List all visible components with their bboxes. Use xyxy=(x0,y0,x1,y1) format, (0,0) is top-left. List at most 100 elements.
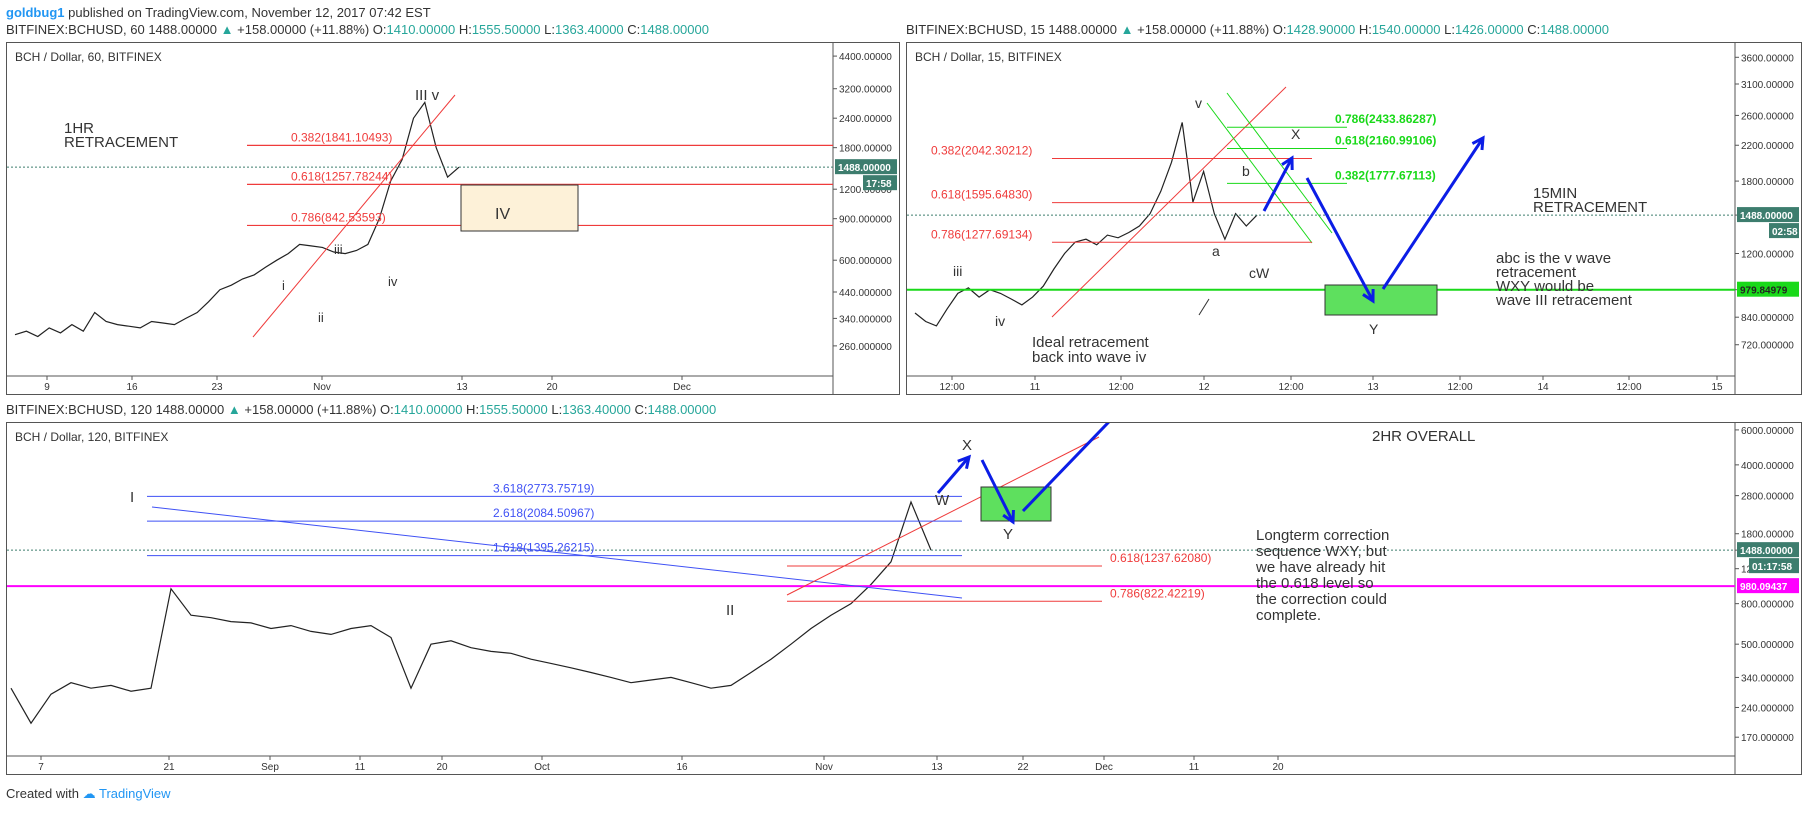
green-channel xyxy=(1226,92,1333,234)
fib-label: 0.786(2433.86287) xyxy=(1335,112,1436,126)
y-tick-label: 240.000000 xyxy=(1741,703,1794,714)
wave-label: ii xyxy=(318,310,324,325)
last-price-badge-bg xyxy=(1737,207,1799,223)
symbol: BITFINEX:BCHUSD, 15 xyxy=(906,22,1045,37)
x-tick-label: 11 xyxy=(1189,762,1200,773)
last-price-badge: 1488.00000 xyxy=(838,163,891,174)
y-tick-label: 4400.00000 xyxy=(839,52,892,63)
y-tick-label: 340.000000 xyxy=(1741,673,1794,684)
arrow-w-x-head xyxy=(957,454,972,470)
y-tick-label: 500.000000 xyxy=(1741,640,1794,651)
y-tick-label: 840.000000 xyxy=(1741,313,1794,324)
chart-panel-15min[interactable]: BCH / Dollar, 15, BITFINEX 3600.00000 310… xyxy=(906,42,1802,395)
tradingview-logo-icon: ☁ xyxy=(82,786,96,801)
chart-panel-1hr[interactable]: BCH / Dollar, 60, BITFINEX 4400.00000 320… xyxy=(6,42,900,395)
fib-label: 2.618(2084.50967) xyxy=(493,506,594,520)
x-tick-label: 7 xyxy=(38,762,44,773)
x-tick-label: 16 xyxy=(676,762,688,773)
green-channel xyxy=(1206,102,1313,244)
trend-line xyxy=(1051,86,1287,318)
arrow-w-x xyxy=(1262,157,1294,212)
low-value: 1363.40000 xyxy=(562,402,631,417)
wave-label: iii xyxy=(334,242,343,257)
support-badge: 979.84979 xyxy=(1740,286,1788,297)
wave-label: Y xyxy=(1369,321,1379,337)
trend-line-blue xyxy=(151,506,963,599)
arrow-x-y-head xyxy=(1002,509,1015,525)
y-tick-label: 2600.00000 xyxy=(1741,111,1794,122)
y-tick-label: 3600.00000 xyxy=(1741,53,1794,64)
ohlc-panel1: BITFINEX:BCHUSD, 60 1488.00000 ▲ +158.00… xyxy=(6,22,709,37)
fib-label: 0.618(1595.64830) xyxy=(931,188,1032,202)
wave-label: a xyxy=(1212,243,1220,259)
fib-label: 1.618(1395.26215) xyxy=(493,541,594,555)
up-triangle-icon: ▲ xyxy=(227,402,241,417)
wave-label: W xyxy=(935,492,950,509)
chart-2hr-svg[interactable]: 6000.00000 4000.00000 2800.00000 1800.00000… xyxy=(7,423,1801,774)
x-tick-label: 20 xyxy=(1272,762,1284,773)
arrow-x-y-head xyxy=(1362,288,1375,304)
annotation-text: 1HR xyxy=(64,120,94,137)
annotation-title: 2HR OVERALL xyxy=(1372,428,1475,445)
countdown-badge-bg xyxy=(863,175,897,191)
x-tick-label: 20 xyxy=(546,382,558,393)
fib-label: 0.382(1777.67113) xyxy=(1335,168,1436,182)
wave-label: Y xyxy=(1003,526,1013,543)
y-tick-label: 600.000000 xyxy=(839,256,892,267)
publish-info: published on TradingView.com, November 1… xyxy=(68,5,431,20)
ohlc-panel3: BITFINEX:BCHUSD, 120 1488.00000 ▲ +158.0… xyxy=(6,402,717,417)
x-tick-label: Nov xyxy=(815,762,833,773)
countdown-badge-bg xyxy=(1769,223,1799,239)
fib-label: 0.618(1257.78244) xyxy=(291,169,392,183)
wave-label: I xyxy=(130,489,134,506)
y-tick-label: 1800.00000 xyxy=(1741,530,1794,541)
annotation-text: abc is the v wave xyxy=(1496,250,1611,267)
symbol: BITFINEX:BCHUSD, 120 xyxy=(6,402,152,417)
tradingview-link[interactable]: TradingView xyxy=(99,786,171,801)
fib-label: 0.618(1237.62080) xyxy=(1110,551,1211,565)
y-tick-label: 800.000000 xyxy=(1741,600,1794,611)
y-tick-label: 900.000000 xyxy=(839,215,892,226)
low-value: 1363.40000 xyxy=(554,22,624,37)
wave-label: III xyxy=(894,423,907,427)
wave-label: v xyxy=(1195,95,1202,111)
annotation-text: wave III retracement xyxy=(1495,292,1633,309)
chart-15min-svg[interactable]: 3600.00000 3100.00000 2600.00000 2200.00000… xyxy=(907,43,1801,394)
wave-label: X xyxy=(962,437,972,454)
low-value: 1426.00000 xyxy=(1454,22,1524,37)
close-value: 1488.00000 xyxy=(647,402,717,417)
x-tick-label: 12:00 xyxy=(1278,382,1303,393)
y-tick-label: 3200.00000 xyxy=(839,85,892,96)
last-price-badge-bg xyxy=(835,159,897,175)
x-tick-label: 11 xyxy=(1030,382,1041,393)
fib-label: 0.382(1841.10493) xyxy=(291,130,392,144)
x-tick-label: 12:00 xyxy=(1447,382,1472,393)
x-tick-label: 12:00 xyxy=(1616,382,1641,393)
countdown-badge: 01:17:58 xyxy=(1752,562,1792,573)
wave-y-box xyxy=(1324,284,1438,316)
up-triangle-icon: ▲ xyxy=(1120,22,1134,37)
wave-label: III v xyxy=(415,87,440,104)
wave-label: X xyxy=(1291,126,1301,142)
y-tick-label: 2400.00000 xyxy=(839,114,892,125)
annotation-title: RETRACEMENT xyxy=(1533,199,1647,216)
ohlc-panel2: BITFINEX:BCHUSD, 15 1488.00000 ▲ +158.00… xyxy=(906,22,1609,37)
x-tick-label: Sep xyxy=(261,762,279,773)
y-tick-label: 340.000000 xyxy=(839,314,892,325)
arrow-y-up xyxy=(1021,423,1110,513)
x-tick-label: Nov xyxy=(313,382,331,393)
chart-panel-2hr[interactable]: BCH / Dollar, 120, BITFINEX 6000.00000 40… xyxy=(6,422,1802,775)
x-tick-label: 14 xyxy=(1537,382,1549,393)
high-value: 1540.00000 xyxy=(1371,22,1441,37)
chart-1hr-svg[interactable]: 4400.00000 3200.00000 2400.00000 1800.00000… xyxy=(7,43,899,394)
change: +158.00000 (+11.88%) xyxy=(237,22,370,37)
author-link[interactable]: goldbug1 xyxy=(6,5,65,20)
symbol: BITFINEX:BCHUSD, 60 xyxy=(6,22,145,37)
close-value: 1488.00000 xyxy=(1540,22,1609,37)
annotation-text: RETRACEMENT xyxy=(64,134,178,151)
wave-iv-box xyxy=(460,184,579,232)
chart-title: BCH / Dollar, 60, BITFINEX xyxy=(15,50,162,64)
pointer-line xyxy=(1198,298,1210,316)
arrow-x-y xyxy=(980,459,1015,523)
y-tick-label: 1200.00000 xyxy=(1741,250,1794,261)
